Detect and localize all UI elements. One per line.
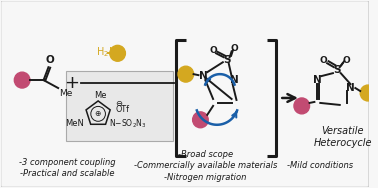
Text: N$-$SO$_2$N$_3$: N$-$SO$_2$N$_3$ [109,118,146,130]
Text: -3 component coupling: -3 component coupling [19,158,115,167]
Text: -Broad scope: -Broad scope [178,150,233,159]
FancyBboxPatch shape [1,1,369,187]
Text: N: N [199,71,208,81]
Text: N: N [313,75,322,85]
Text: Versatile
Heterocycle: Versatile Heterocycle [313,126,372,148]
Text: O: O [319,56,327,65]
Text: OTf: OTf [116,105,130,114]
Text: O: O [231,44,239,53]
Circle shape [14,72,30,88]
Text: MeN: MeN [66,119,85,128]
Text: $\ominus$: $\ominus$ [115,99,123,108]
Text: $\oplus$: $\oplus$ [94,109,102,118]
Text: $\mathregular{H_2N}$: $\mathregular{H_2N}$ [96,45,117,59]
Text: +: + [64,74,79,92]
Text: N: N [230,75,239,85]
FancyBboxPatch shape [66,71,173,141]
Text: O: O [343,56,350,65]
Circle shape [193,112,208,128]
Text: O: O [209,46,217,55]
Text: -Commercially available materials: -Commercially available materials [133,161,277,171]
Text: S: S [333,65,341,75]
Text: -Practical and scalable: -Practical and scalable [20,169,114,178]
Text: O: O [45,55,54,65]
Circle shape [178,66,194,82]
Text: Me: Me [94,91,106,100]
Text: -Mild conditions: -Mild conditions [287,161,353,171]
Text: S: S [223,55,231,65]
Text: -Nitrogen migration: -Nitrogen migration [164,173,246,182]
Circle shape [360,85,376,101]
Circle shape [294,98,310,114]
Circle shape [110,45,125,61]
Text: N: N [346,83,355,93]
Text: Me: Me [59,89,73,98]
